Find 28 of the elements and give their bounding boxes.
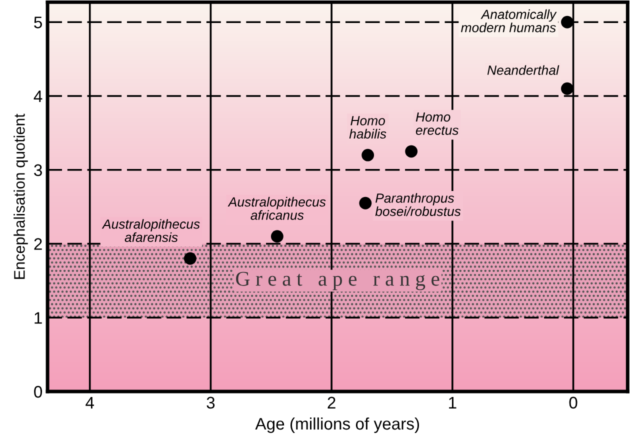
y-axis-title: Encephalisation quotient <box>14 114 28 279</box>
band-label: G r e a t a p e r a n g e <box>236 272 440 290</box>
point <box>184 252 196 265</box>
y-tick-label: 1 <box>34 312 42 324</box>
point <box>561 82 574 95</box>
y-tick-label: 4 <box>34 90 42 102</box>
y-tick-label: 0 <box>34 386 42 398</box>
annotation: Australopithecus afarensis <box>102 219 200 242</box>
x-tick-label: 4 <box>86 396 94 408</box>
annotation: Homo erectus <box>416 112 458 135</box>
annotation: Homo habilis <box>349 116 386 139</box>
annotation: Neanderthal <box>487 65 560 75</box>
y-tick-label: 2 <box>34 238 42 250</box>
point <box>561 16 574 28</box>
y-tick-label: 3 <box>34 164 42 176</box>
point <box>270 230 284 243</box>
point <box>362 148 374 162</box>
point <box>405 145 418 158</box>
annotation: Australopithecus africanus <box>228 196 326 220</box>
annotation: Anatomically modern humans <box>461 9 557 32</box>
annotation: Paranthropus bosei/robustus <box>375 193 461 216</box>
point <box>359 196 372 210</box>
x-tick-label: 3 <box>206 396 215 409</box>
x-tick-label: 2 <box>328 396 336 408</box>
x-tick-label: 1 <box>449 396 456 408</box>
x-tick-label: 0 <box>569 396 578 409</box>
y-tick-label: 5 <box>34 16 42 28</box>
x-axis-title: Age (millions of years) <box>255 417 420 433</box>
